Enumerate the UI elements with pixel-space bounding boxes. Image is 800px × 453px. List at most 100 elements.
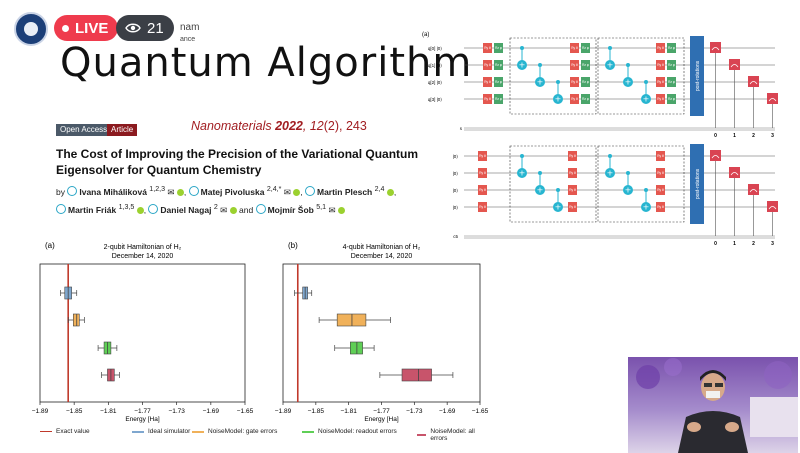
orcid-icon[interactable] xyxy=(229,206,237,214)
legend-item: NoiseModel: readout errors xyxy=(302,428,397,435)
live-badge: LIVE xyxy=(54,15,119,41)
mail-icon[interactable]: ✉ xyxy=(328,204,336,215)
author-name[interactable]: Mojmír Šob xyxy=(267,204,314,215)
chart-title: 4-qubit Hamiltonian of H₂ xyxy=(343,244,421,251)
ry-gate xyxy=(483,43,492,53)
measure-index: 2 xyxy=(752,133,755,139)
cnot-target xyxy=(623,185,633,195)
ry-gate-label: Ry θ xyxy=(657,63,664,67)
chart-subtitle: December 14, 2020 xyxy=(351,253,413,260)
eye-icon xyxy=(125,23,141,33)
rz-gate-label: Rz φ xyxy=(582,80,589,84)
cnot-plus: + xyxy=(519,169,526,178)
rz-gate xyxy=(494,60,503,70)
rz-gate-label: Rz φ xyxy=(668,63,675,67)
cnot-target xyxy=(517,60,527,70)
ry-gate xyxy=(478,151,487,161)
cnot-control xyxy=(626,171,630,175)
ry-gate xyxy=(656,43,665,53)
viewer-count: 21 xyxy=(147,19,164,37)
orcid-icon[interactable] xyxy=(136,206,144,214)
mail-icon[interactable]: ✉ xyxy=(167,186,175,197)
channel-logo[interactable] xyxy=(14,12,48,46)
post-rotations-label: post-rotations xyxy=(695,168,701,199)
presenter-webcam xyxy=(628,357,798,453)
x-tick-label: −1.81 xyxy=(340,408,357,415)
author-name[interactable]: Martin Plesch xyxy=(316,186,373,197)
x-tick-label: −1.85 xyxy=(66,408,83,415)
author-name[interactable]: Martin Friák xyxy=(68,204,117,215)
author-name[interactable]: Daniel Nagaj xyxy=(160,204,212,215)
journal-citation: Nanomaterials 2022, 12(2), 243 xyxy=(191,119,367,133)
cnot-control xyxy=(556,80,560,84)
x-tick-label: −1.65 xyxy=(237,408,254,415)
qubit-label: |0⟩ xyxy=(453,154,459,159)
rz-gate-label: Rz φ xyxy=(668,80,675,84)
legend-item: NoiseModel: gate errors xyxy=(192,428,277,435)
person-icon xyxy=(188,185,199,196)
box-series xyxy=(350,341,363,355)
live-label: LIVE xyxy=(75,19,109,37)
qubit-label: q[2] |0⟩ xyxy=(428,80,442,85)
ry-gate xyxy=(568,151,577,161)
ry-gate-label: Ry θ xyxy=(569,188,576,192)
cnot-plus: + xyxy=(555,203,562,212)
box-series xyxy=(73,313,80,327)
mail-icon[interactable]: ✉ xyxy=(283,186,291,197)
qubit-label: q[3] |0⟩ xyxy=(428,97,442,102)
cnot-control xyxy=(520,46,524,50)
qubit-label: |0⟩ xyxy=(453,171,459,176)
ry-gate xyxy=(570,43,579,53)
cnot-target xyxy=(641,202,651,212)
measure-index: 2 xyxy=(752,241,755,247)
legend-label: NoiseModel: gate errors xyxy=(208,428,278,435)
orcid-icon[interactable] xyxy=(293,188,301,196)
ry-gate-label: Ry θ xyxy=(569,205,576,209)
orcid-icon[interactable] xyxy=(386,188,394,196)
classical-register-label: c5 xyxy=(453,234,458,239)
cnot-control xyxy=(644,80,648,84)
meter-icon xyxy=(711,47,720,51)
journal-issue: (2), 243 xyxy=(323,119,367,133)
orcid-icon[interactable] xyxy=(337,206,345,214)
x-tick-label: −1.65 xyxy=(472,408,489,415)
ry-gate-label: Ry θ xyxy=(484,80,491,84)
cnot-target xyxy=(605,60,615,70)
orcid-icon[interactable] xyxy=(176,188,184,196)
x-tick-label: −1.73 xyxy=(168,408,185,415)
x-axis-label: Energy [Ha] xyxy=(364,416,399,423)
ry-gate xyxy=(568,185,577,195)
rz-gate-label: Rz φ xyxy=(495,46,502,50)
rz-gate xyxy=(581,94,590,104)
journal-name: Nanomaterials xyxy=(191,119,272,133)
entangler-block xyxy=(597,37,685,115)
ry-gate xyxy=(483,60,492,70)
ry-gate-label: Ry θ xyxy=(657,205,664,209)
cnot-control xyxy=(644,188,648,192)
author-name[interactable]: Matej Pivoluska xyxy=(200,186,265,197)
meter-icon xyxy=(768,206,777,210)
legend-swatch xyxy=(302,430,314,433)
ry-gate-label: Ry θ xyxy=(569,154,576,158)
ry-gate xyxy=(656,60,665,70)
author-name[interactable]: Ivana Miháliková xyxy=(79,186,147,197)
qubit-label: q[0] |0⟩ xyxy=(428,46,442,51)
cnot-control xyxy=(608,46,612,50)
rz-gate xyxy=(494,94,503,104)
legend-label: NoiseModel: all errors xyxy=(430,428,475,442)
ry-gate-label: Ry θ xyxy=(657,154,664,158)
ry-gate xyxy=(656,185,665,195)
ry-gate xyxy=(483,94,492,104)
box-series xyxy=(336,313,367,327)
journal-volume: 12 xyxy=(309,119,324,133)
ry-gate xyxy=(656,202,665,212)
legend-swatch xyxy=(417,434,427,436)
cnot-target xyxy=(535,185,545,195)
ry-gate xyxy=(656,168,665,178)
journal-year: 2022 xyxy=(275,119,303,133)
mail-icon[interactable]: ✉ xyxy=(220,204,228,215)
person-icon xyxy=(67,185,78,196)
qubit-label: q[1] |0⟩ xyxy=(428,63,442,68)
legend-swatch xyxy=(132,430,144,433)
cnot-plus: + xyxy=(643,95,650,104)
